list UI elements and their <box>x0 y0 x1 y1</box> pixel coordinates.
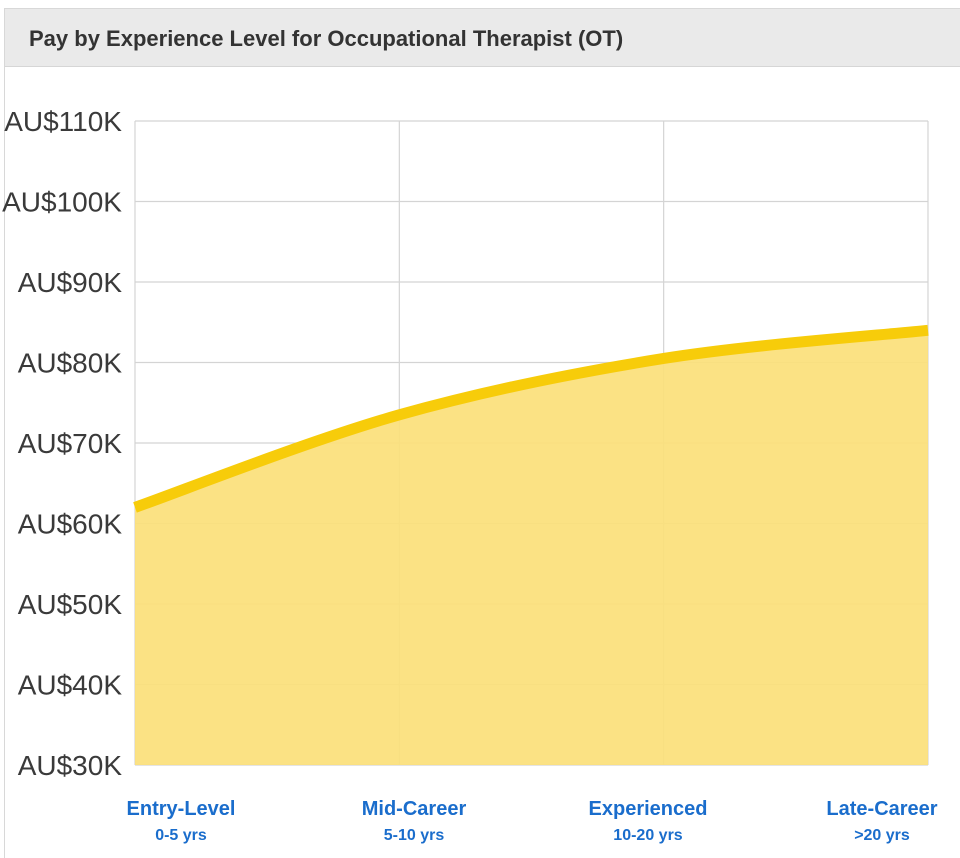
y-tick-label: AU$60K <box>18 509 123 540</box>
area-layer <box>133 324 929 765</box>
pay-area-fill <box>135 330 928 765</box>
card-header: Pay by Experience Level for Occupational… <box>5 9 960 67</box>
y-tick-label: AU$30K <box>18 750 123 781</box>
y-tick-label: AU$100K <box>2 187 122 218</box>
x-category-label: Entry-Level <box>127 798 236 820</box>
y-tick-label: AU$80K <box>18 348 123 379</box>
y-tick-label: AU$110K <box>4 106 122 137</box>
pay-series-line <box>133 324 929 513</box>
x-category-label: Late-Career <box>826 798 937 820</box>
y-tick-label: AU$70K <box>18 428 123 459</box>
x-category-subtitle: 5-10 yrs <box>384 827 445 844</box>
y-tick-label: AU$90K <box>18 267 123 298</box>
y-axis-ticks: AU$30K AU$40K AU$50K AU$60K AU$70K AU$80K AU$9… <box>2 106 122 781</box>
x-category-subtitle: 10-20 yrs <box>613 827 682 844</box>
x-category-subtitle: >20 yrs <box>854 827 910 844</box>
chart-title: Pay by Experience Level for Occupational… <box>29 26 624 51</box>
x-category-label: Mid-Career <box>362 798 467 820</box>
y-tick-label: AU$50K <box>18 589 123 620</box>
x-axis-labels: Entry-Level 0-5 yrs Mid-Career 5-10 yrs Expe… <box>127 798 938 844</box>
x-category-label: Experienced <box>589 798 708 820</box>
x-category-subtitle: 0-5 yrs <box>155 827 207 844</box>
y-tick-label: AU$40K <box>18 670 123 701</box>
